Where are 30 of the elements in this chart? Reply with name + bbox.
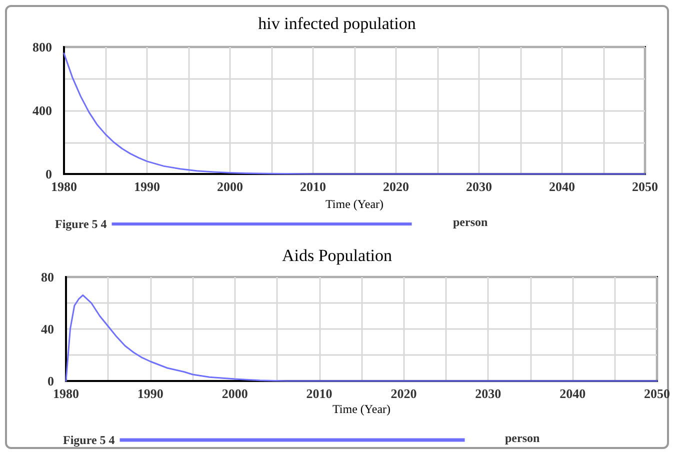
x-tick-label: 2010 [300,179,326,194]
chart-title: Aids Population [282,246,393,265]
x-tick-label: 2050 [644,386,670,401]
x-tick-label: 2030 [475,386,502,401]
x-tick-label: 1990 [137,386,164,401]
text: person [453,215,488,229]
x-tick-label: 2040 [549,179,575,194]
y-tick-label: 40 [41,322,54,336]
x-tick-label: 2020 [390,386,417,401]
text: Figure 5 4 [54,217,107,231]
text: person [505,431,540,445]
x-tick-label: 2000 [222,386,248,401]
x-tick-label: 2000 [217,179,243,194]
x-tick-label: 1980 [51,179,77,194]
y-tick-label: 800 [32,40,52,54]
x-axis-title: Time (Year) [332,402,391,416]
y-tick-label: 0 [48,374,54,388]
text: Figure 5 4 [62,433,115,447]
x-tick-label: 2020 [383,179,409,194]
x-tick-label: 2040 [560,386,586,401]
x-tick-label: 2050 [632,179,658,194]
y-tick-label: 0 [46,166,52,182]
x-tick-label: 1990 [134,179,160,194]
x-tick-label: 2010 [306,386,332,401]
x-tick-label: 1980 [53,386,79,401]
x-axis-title: Time (Year) [325,196,384,211]
y-tick-label: 80 [41,270,54,284]
x-tick-label: 2030 [466,179,492,194]
chart-title: hiv infected population [258,14,416,33]
y-tick-label: 400 [32,103,52,118]
